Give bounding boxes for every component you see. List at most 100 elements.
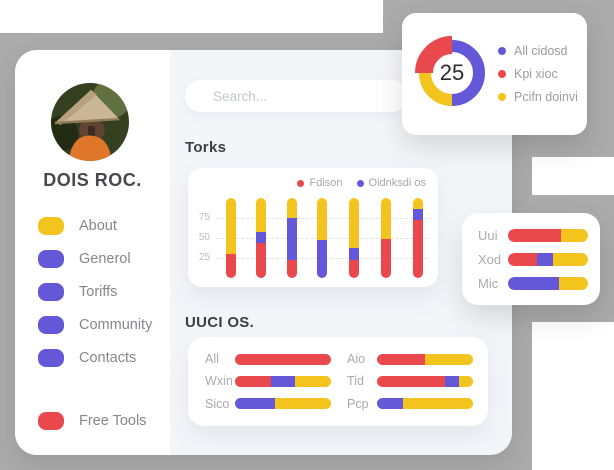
uuci-chart-card: All Wxin Sico Aio Tid Pcp: [188, 337, 488, 426]
hbar-track: [377, 353, 473, 365]
y-tick-50: 50: [198, 232, 210, 243]
bar-segment: [287, 198, 297, 218]
bar-segment: [317, 239, 327, 278]
bar-segment: [256, 198, 266, 232]
sidebar-item-toriffs[interactable]: Toriffs: [38, 281, 162, 302]
hbar-segment: [425, 353, 473, 365]
bar-segment: [413, 198, 423, 210]
avatar-photo: [51, 83, 129, 161]
legend-dot: [498, 93, 506, 101]
bar-segment: [256, 231, 266, 243]
hbar-track: [235, 375, 331, 387]
bar-segment: [226, 198, 236, 254]
hbar-label: Wxin: [205, 374, 233, 389]
hbar-label: Aio: [347, 352, 366, 367]
bar-segment: [413, 219, 423, 278]
uuci-rows: All Wxin Sico Aio Tid Pcp: [188, 337, 488, 426]
sidebar-item-about[interactable]: About: [38, 215, 162, 236]
bar-segment: [226, 254, 236, 278]
sidebar-menu: About Generol Toriffs Community Contacts: [38, 215, 162, 380]
bar-segment: [349, 198, 359, 248]
y-tick-25: 25: [198, 252, 210, 263]
legend-label: All cidosd: [514, 44, 568, 58]
sidebar-item-label: Toriffs: [79, 283, 118, 300]
hbar-segment: [508, 228, 561, 242]
blob-icon: [38, 216, 64, 235]
blob-icon: [38, 411, 64, 430]
search-input[interactable]: [185, 80, 408, 112]
legend-dot: [498, 47, 506, 55]
hbar-row-pcp: Pcp: [347, 393, 473, 415]
legend-label: Pcifn doinvi: [514, 90, 578, 104]
hbar-segment: [377, 375, 446, 387]
legend-label: Oidnksdi os: [368, 177, 426, 189]
legend-item-fdison: Fdison: [297, 177, 343, 189]
sidebar-menu-footer: Free Tools: [38, 410, 162, 443]
legend-item-pcifn-doinvi: Pcifn doinvi: [498, 90, 578, 104]
bar-segment: [349, 260, 359, 278]
mini-stats-card: Uui Xod Mic: [462, 213, 600, 305]
legend-dot: [297, 179, 305, 187]
legend-dot: [356, 179, 364, 187]
sidebar-item-label: Free Tools: [79, 412, 147, 429]
bar-segment: [287, 260, 297, 278]
stacked-bar-4: [317, 198, 327, 278]
sidebar-item-contacts[interactable]: Contacts: [38, 347, 162, 368]
sidebar-item-label: About: [79, 217, 117, 234]
donut-legend: All cidosd Kpi xioc Pcifn doinvi: [498, 44, 578, 104]
hbar-segment: [559, 276, 588, 290]
hbar-row-mic: Mic: [478, 271, 588, 295]
hbar-track: [508, 276, 588, 290]
stacked-bar-6: [381, 198, 391, 278]
sidebar-item-label: Contacts: [79, 349, 137, 366]
stacked-bar-2: [256, 198, 266, 278]
search-bar[interactable]: [185, 80, 408, 112]
torks-plot: 25 50 75: [188, 168, 438, 287]
bar-segment: [256, 242, 266, 278]
hbar-row-aio: Aio: [347, 348, 473, 370]
legend-label: Fdison: [309, 177, 343, 189]
donut-slice-pcifn-doinvi: [419, 72, 453, 106]
hbar-segment: [235, 353, 331, 365]
avatar[interactable]: [51, 83, 129, 161]
sidebar-item-generol[interactable]: Generol: [38, 248, 162, 269]
hbar-label: Mic: [478, 275, 499, 291]
hbar-row-xod: Xod: [478, 247, 588, 271]
sidebar-item-free-tools[interactable]: Free Tools: [38, 410, 162, 431]
hbar-segment: [445, 375, 459, 387]
hbar-row-sico: Sico: [205, 393, 331, 415]
hbar-segment: [275, 398, 331, 410]
stacked-bar-1: [226, 198, 236, 278]
torks-chart-card: Fdison Oidnksdi os 25 50 75: [188, 168, 438, 287]
legend-item-kpi-xioc: Kpi xioc: [498, 67, 578, 81]
hbar-row-tid: Tid: [347, 370, 473, 392]
hbar-segment: [508, 252, 537, 266]
hbar-label: Xod: [478, 251, 502, 267]
hbar-segment: [552, 252, 588, 266]
hbar-segment: [458, 375, 473, 387]
sidebar-item-community[interactable]: Community: [38, 314, 162, 335]
stacked-bar-7: [413, 198, 423, 278]
bar-segment: [349, 247, 359, 261]
hbar-segment: [235, 398, 276, 410]
hbar-label: Sico: [205, 396, 230, 411]
hbar-track: [235, 353, 331, 365]
hbar-segment: [402, 398, 473, 410]
bar-segment: [287, 218, 297, 261]
hbar-row-uui: Uui: [478, 223, 588, 247]
sidebar-item-label: Generol: [79, 250, 131, 267]
mini-rows: Uui Xod Mic: [462, 213, 600, 305]
legend-item-all-cidosd: All cidosd: [498, 44, 578, 58]
uuci-section-title: UUCI OS.: [185, 314, 255, 331]
hbar-label: Uui: [478, 227, 498, 243]
hbar-label: Tid: [347, 374, 364, 389]
hbar-segment: [270, 375, 296, 387]
hbar-track: [235, 398, 331, 410]
legend-dot: [498, 70, 506, 78]
hbar-row-all: All: [205, 348, 331, 370]
sidebar-item-label: Community: [79, 316, 153, 333]
bar-segment: [381, 238, 391, 278]
donut-svg: [415, 36, 485, 106]
profile-name: DOIS ROC.: [43, 170, 142, 190]
donut-chart: 25: [405, 26, 499, 120]
